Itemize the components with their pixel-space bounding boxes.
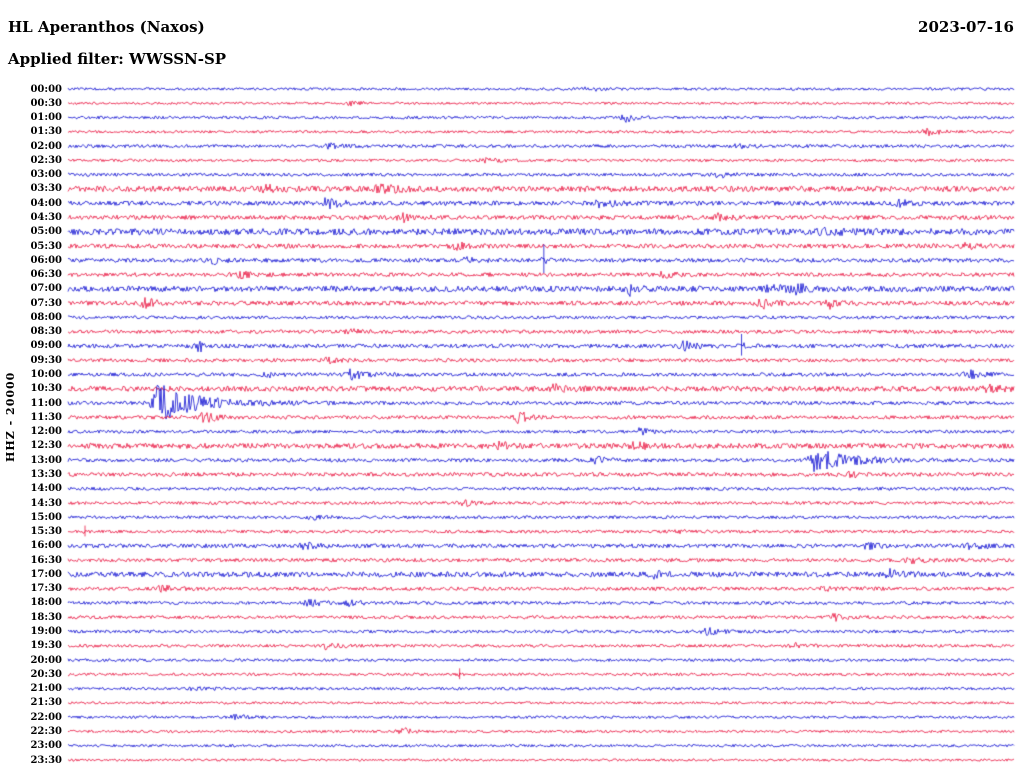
seismogram-traces: [0, 0, 1024, 780]
helicorder-page: HL Aperanthos (Naxos) 2023-07-16 Applied…: [0, 0, 1024, 780]
